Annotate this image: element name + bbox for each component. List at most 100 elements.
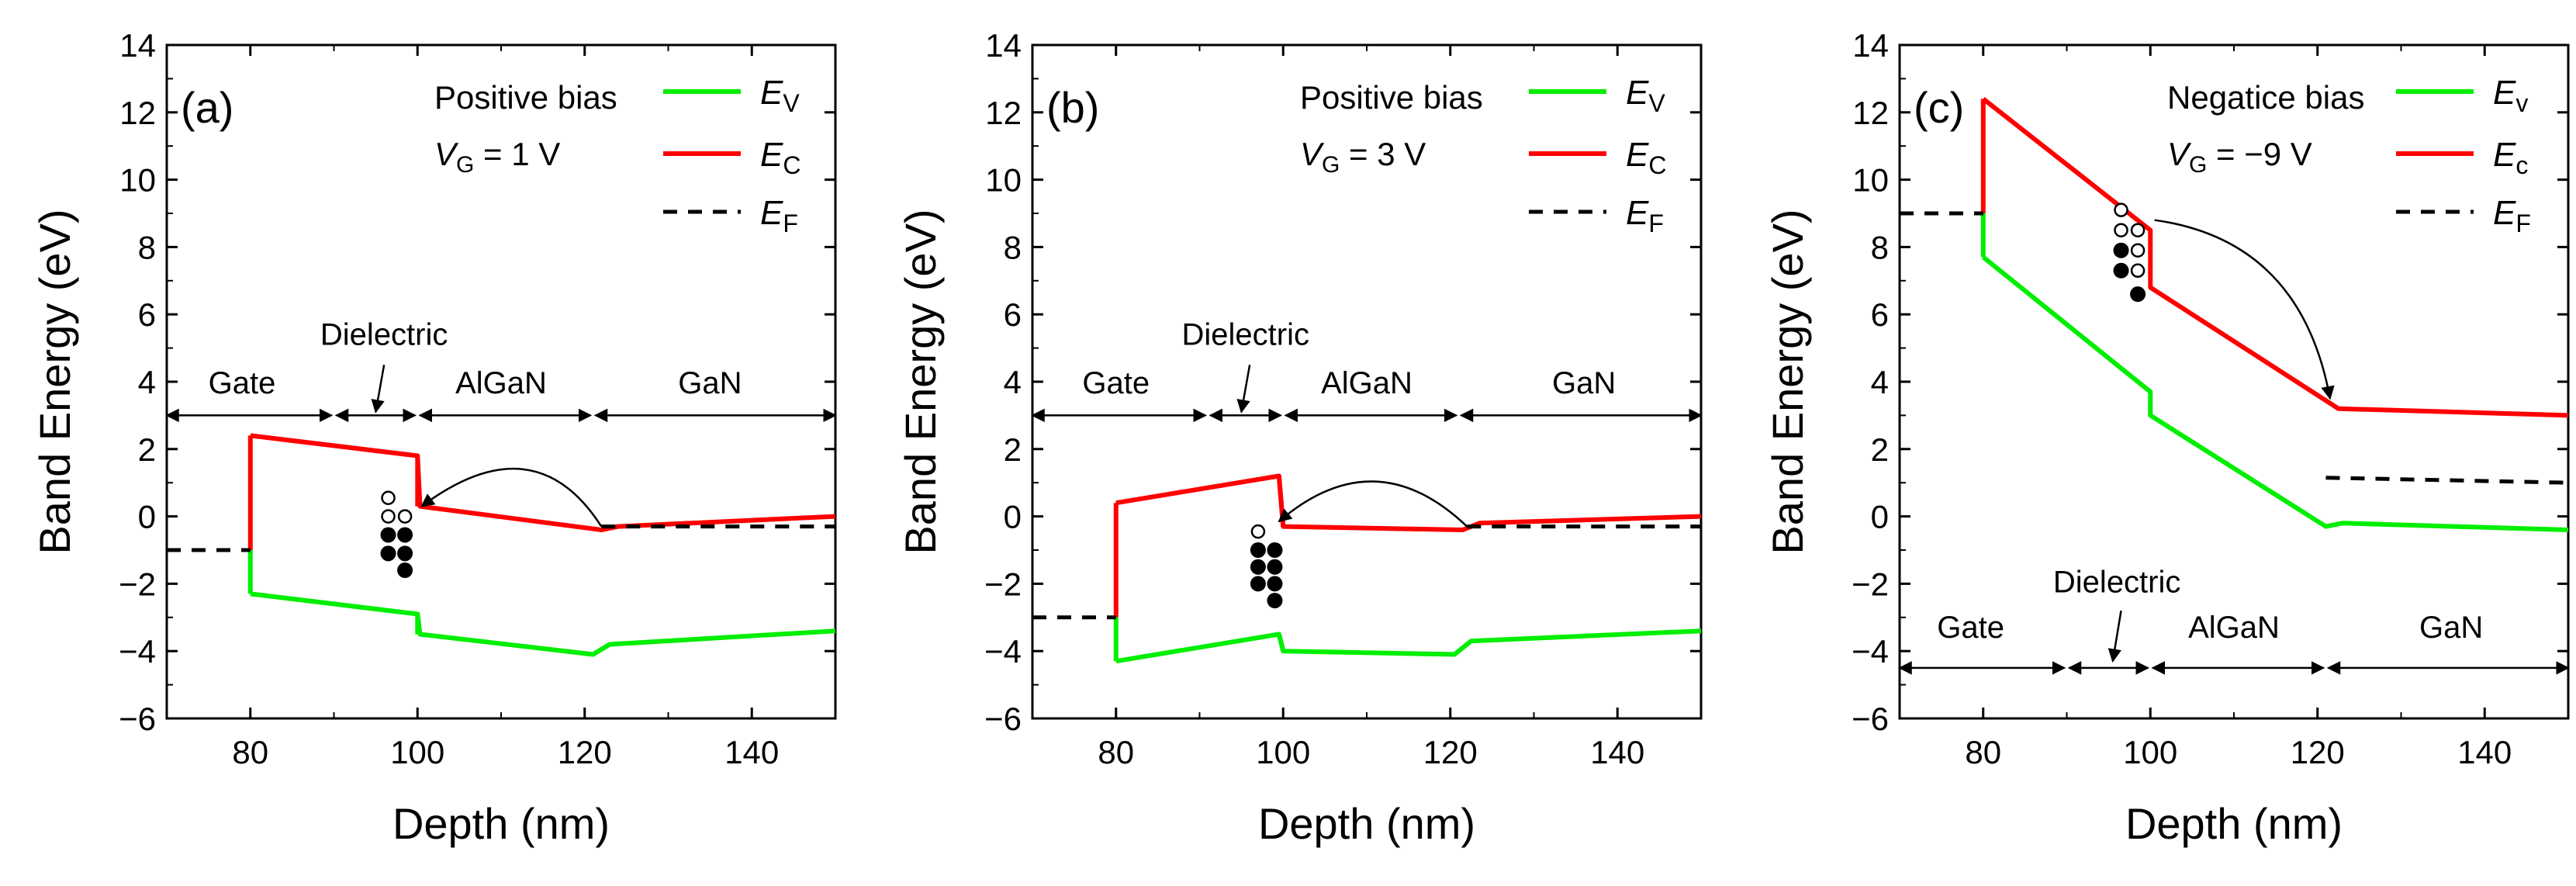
y-tick-label: 2 [1871, 431, 1889, 468]
empty-trap [2130, 223, 2146, 237]
region-label: AlGaN [455, 366, 547, 400]
filled-trap [1267, 542, 1283, 558]
y-tick-label: −6 [984, 701, 1022, 737]
y-tick-label: 8 [1004, 229, 1022, 265]
region-label: AlGaN [2188, 611, 2280, 645]
empty-trap [381, 509, 396, 524]
x-tick-label: 100 [1256, 734, 1310, 770]
panel-label: (c) [1914, 83, 1964, 132]
transfer-arrow [420, 467, 603, 528]
legend-label-ec: Ec [2493, 136, 2528, 179]
x-axis-title: Depth (nm) [2125, 799, 2343, 848]
y-tick-label: −2 [119, 566, 156, 602]
series-ef-gan [2325, 476, 2569, 485]
chart-panel-a: −6 −4 −2 0 2 4 6 8 10 12 14 80 100 120 140 Depth (nm) Ba… [30, 27, 837, 848]
x-tick-label: 100 [390, 734, 444, 770]
y-axis-title: Band Energy (eV) [1763, 209, 1812, 554]
transfer-arrow [1278, 480, 1468, 528]
y-tick-label: 0 [1004, 499, 1022, 535]
dielectric-pointer [2107, 610, 2122, 663]
legend-label-ef: EF [760, 194, 798, 237]
series-ev [250, 591, 836, 657]
filled-trap [2113, 242, 2129, 258]
y-tick-label: −6 [119, 701, 156, 737]
y-tick-label: 4 [1871, 364, 1889, 400]
filled-trap [1267, 559, 1283, 575]
bias-label: Positive bias [1300, 79, 1483, 116]
empty-trap [1250, 524, 1266, 539]
y-tick-label: −4 [119, 633, 156, 670]
region-label: Gate [1082, 366, 1150, 400]
filled-trap [1250, 559, 1266, 575]
y-tick-label: 0 [138, 499, 156, 535]
dielectric-label: Dielectric [1182, 317, 1309, 351]
series-ev-diel-step [1276, 633, 1286, 652]
x-tick-label: 140 [1590, 734, 1644, 770]
y-tick-label: 2 [1004, 431, 1022, 468]
series-ec [1115, 473, 1702, 532]
x-tick-label: 120 [1423, 734, 1478, 770]
x-tick-label: 140 [2457, 734, 2512, 770]
series-ec [1981, 97, 2569, 418]
y-axis-title: Band Energy (eV) [30, 209, 79, 554]
y-tick-label: 10 [985, 162, 1022, 199]
filled-trap [397, 545, 413, 562]
region-label: AlGaN [1321, 366, 1412, 400]
y-tick-label: 4 [138, 364, 156, 400]
legend-label-ev: Ev [2493, 74, 2528, 117]
y-tick-label: −2 [984, 566, 1022, 602]
dielectric-label: Dielectric [2053, 565, 2180, 599]
x-tick-label: 100 [2123, 734, 2177, 770]
y-tick-label: 12 [119, 95, 156, 131]
filled-trap [397, 527, 413, 543]
empty-trap [2114, 202, 2128, 217]
transfer-arrow [2154, 219, 2335, 400]
filled-trap [2130, 286, 2146, 303]
panel-label: (b) [1046, 83, 1099, 132]
y-tick-label: 0 [1871, 499, 1889, 535]
bias-label: Negatice bias [2167, 79, 2364, 116]
y-tick-label: 14 [1852, 27, 1889, 64]
x-tick-label: 140 [724, 734, 779, 770]
x-tick-label: 120 [2291, 734, 2345, 770]
x-tick-label: 80 [1965, 734, 2001, 770]
filled-trap [2113, 262, 2129, 279]
empty-trap [2130, 263, 2146, 279]
chart-panel-b: −6 −4 −2 0 2 4 6 8 10 12 14 80 100 120 140 Depth (nm) Ba… [896, 27, 1703, 848]
y-tick-label: −2 [1852, 566, 1889, 602]
chart-panel-c: −6 −4 −2 0 2 4 6 8 10 12 14 80 100 120 140 Depth (nm) Ba… [1763, 27, 2570, 848]
filled-trap [1250, 542, 1266, 558]
gate-voltage-label: VG = 3 V [1300, 136, 1426, 178]
empty-trap [2130, 243, 2146, 258]
region-label: GaN [2419, 611, 2483, 645]
gate-voltage-label: VG = 1 V [434, 136, 560, 178]
legend-label-ev: EV [1626, 74, 1665, 117]
filled-trap [1267, 593, 1283, 609]
y-tick-label: 6 [138, 296, 156, 333]
x-axis-title: Depth (nm) [392, 799, 610, 848]
y-tick-label: 8 [1871, 229, 1889, 265]
y-tick-label: −4 [1852, 633, 1889, 670]
y-tick-label: 8 [138, 229, 156, 265]
dielectric-label: Dielectric [320, 317, 448, 351]
empty-trap [2114, 223, 2128, 237]
empty-trap [397, 509, 413, 524]
filled-trap [380, 527, 396, 543]
series-ev [1981, 255, 2569, 532]
filled-trap [380, 545, 396, 562]
series-ev [1115, 628, 1702, 664]
legend-label-ef: EF [2493, 194, 2531, 237]
filled-trap [397, 562, 413, 579]
dielectric-pointer [371, 365, 386, 414]
y-tick-label: 6 [1004, 296, 1022, 333]
legend-label-ef: EF [1626, 194, 1664, 237]
dielectric-pointer [1236, 365, 1251, 414]
legend-label-ec: EC [760, 136, 800, 179]
x-tick-label: 80 [232, 734, 268, 770]
y-tick-label: −6 [1852, 701, 1889, 737]
gate-voltage-label: VG = −9 V [2167, 136, 2312, 178]
x-tick-label: 120 [558, 734, 612, 770]
bias-label: Positive bias [434, 79, 617, 116]
x-tick-label: 80 [1098, 734, 1134, 770]
